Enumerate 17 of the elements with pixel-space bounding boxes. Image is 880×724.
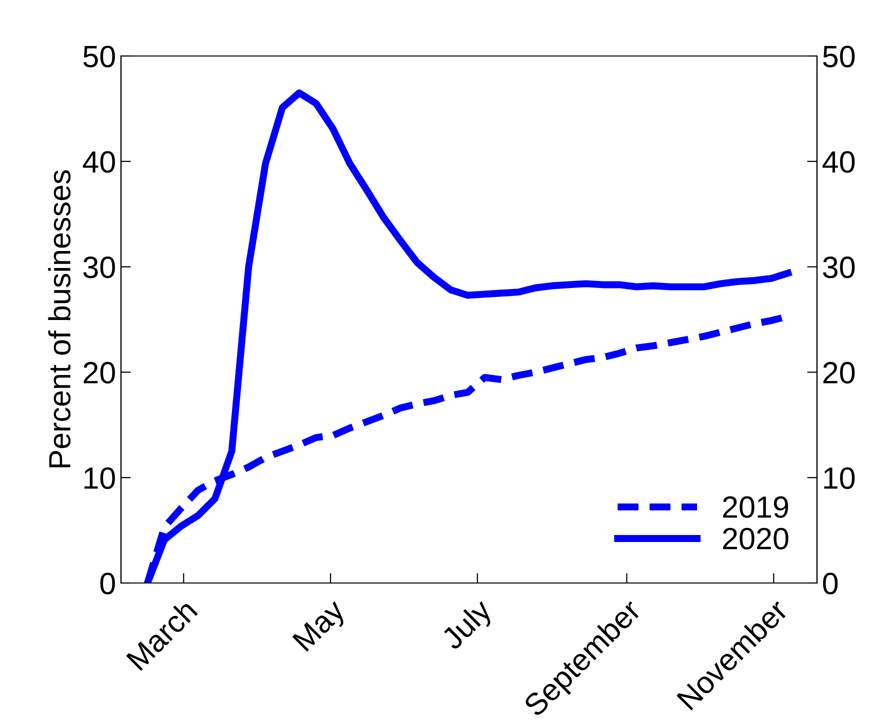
legend-label: 2019 bbox=[723, 496, 788, 518]
y-tick-label: 10 bbox=[84, 467, 115, 489]
y2-tick-label: 30 bbox=[823, 256, 855, 278]
y-tick-label: 50 bbox=[83, 46, 115, 68]
y2-tick-label: 40 bbox=[822, 151, 855, 173]
y2-tick-label: 0 bbox=[823, 572, 838, 594]
y-tick-label: 40 bbox=[82, 151, 115, 173]
y-tick-label: 30 bbox=[83, 256, 115, 278]
y2-tick-label: 20 bbox=[823, 362, 855, 384]
y-tick-label: 0 bbox=[100, 572, 115, 594]
y-axis-title: Percent of businesses bbox=[48, 170, 71, 468]
x-tick-label: May bbox=[292, 598, 351, 656]
y2-tick-label: 50 bbox=[823, 46, 855, 68]
x-tick-label: July bbox=[439, 596, 498, 656]
y-tick-label: 20 bbox=[84, 362, 115, 384]
y2-tick-label: 10 bbox=[824, 467, 855, 489]
legend-label: 2020 bbox=[723, 528, 788, 550]
